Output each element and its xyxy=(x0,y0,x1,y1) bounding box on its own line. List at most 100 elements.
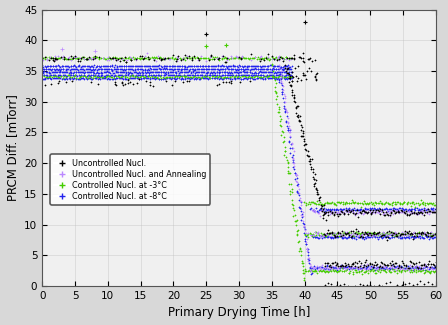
Point xyxy=(276,56,283,61)
Point xyxy=(426,270,434,276)
Point xyxy=(402,229,409,235)
Point xyxy=(39,76,46,81)
Point xyxy=(190,69,197,74)
Point xyxy=(272,91,280,96)
Point xyxy=(264,51,271,57)
Point xyxy=(378,265,385,270)
Point xyxy=(342,207,349,213)
Point xyxy=(110,76,117,81)
Point xyxy=(411,231,418,236)
Point xyxy=(52,73,60,78)
Point xyxy=(324,266,332,271)
Point xyxy=(248,56,255,61)
Point xyxy=(328,230,336,236)
Point xyxy=(167,66,174,72)
Point xyxy=(357,234,364,239)
Point xyxy=(326,209,333,214)
Point xyxy=(383,237,390,242)
Point xyxy=(300,210,307,215)
Point xyxy=(54,80,61,85)
Point xyxy=(392,209,400,214)
Point xyxy=(212,70,219,75)
Point xyxy=(89,57,96,62)
Point xyxy=(416,231,423,236)
Point xyxy=(46,70,53,75)
Point xyxy=(327,263,334,268)
Point xyxy=(185,79,193,84)
Point xyxy=(267,76,275,81)
Point xyxy=(131,74,138,79)
Point xyxy=(221,70,228,75)
Point xyxy=(266,67,273,72)
Point xyxy=(59,72,66,77)
Point xyxy=(359,231,366,236)
Point xyxy=(181,53,189,58)
Point xyxy=(398,229,405,234)
Point xyxy=(416,231,423,236)
Point xyxy=(357,232,364,237)
Point xyxy=(293,111,300,116)
Point xyxy=(306,268,313,274)
Point xyxy=(202,44,210,49)
Point xyxy=(205,70,212,75)
Point xyxy=(392,206,399,211)
Point xyxy=(326,212,333,217)
Point xyxy=(336,234,343,239)
Point xyxy=(222,76,229,81)
Point xyxy=(333,235,340,240)
Point xyxy=(364,210,371,215)
Point xyxy=(291,207,298,213)
Point xyxy=(60,69,67,74)
Point xyxy=(146,73,153,78)
Point xyxy=(90,72,97,78)
Point xyxy=(406,265,414,270)
Point xyxy=(229,67,237,72)
Point xyxy=(366,266,373,271)
Point xyxy=(47,74,54,79)
Point xyxy=(307,268,314,274)
Point xyxy=(97,76,104,81)
Point xyxy=(77,72,84,78)
Point xyxy=(241,70,248,75)
Point xyxy=(179,56,186,61)
Point xyxy=(423,266,431,272)
Point xyxy=(422,207,430,212)
Point xyxy=(313,270,320,275)
Point xyxy=(301,224,308,229)
Point xyxy=(336,268,343,274)
Point xyxy=(244,76,251,81)
Point xyxy=(422,210,429,215)
Point xyxy=(349,270,356,275)
Point xyxy=(287,83,294,88)
Point xyxy=(301,239,308,244)
Point xyxy=(264,75,271,80)
Point xyxy=(104,72,111,77)
Point xyxy=(204,76,211,81)
Point xyxy=(324,210,332,215)
Point xyxy=(278,72,285,78)
Point xyxy=(286,128,293,133)
Point xyxy=(217,75,224,80)
Point xyxy=(116,67,123,72)
Point xyxy=(276,106,283,111)
Point xyxy=(202,67,210,72)
Point xyxy=(406,207,414,212)
Point xyxy=(323,231,330,236)
Point xyxy=(330,236,337,241)
Point xyxy=(166,63,173,69)
Point xyxy=(403,235,410,240)
Point xyxy=(201,67,208,72)
Point xyxy=(77,70,84,75)
Point xyxy=(276,79,283,84)
Point xyxy=(258,56,265,61)
Point xyxy=(310,207,318,212)
Point xyxy=(408,211,415,216)
Point xyxy=(251,55,258,60)
Point xyxy=(260,55,267,60)
Point xyxy=(405,280,413,286)
Point xyxy=(268,67,275,72)
Point xyxy=(132,56,139,61)
Point xyxy=(331,235,338,240)
Point xyxy=(40,72,47,77)
Point xyxy=(374,230,381,236)
